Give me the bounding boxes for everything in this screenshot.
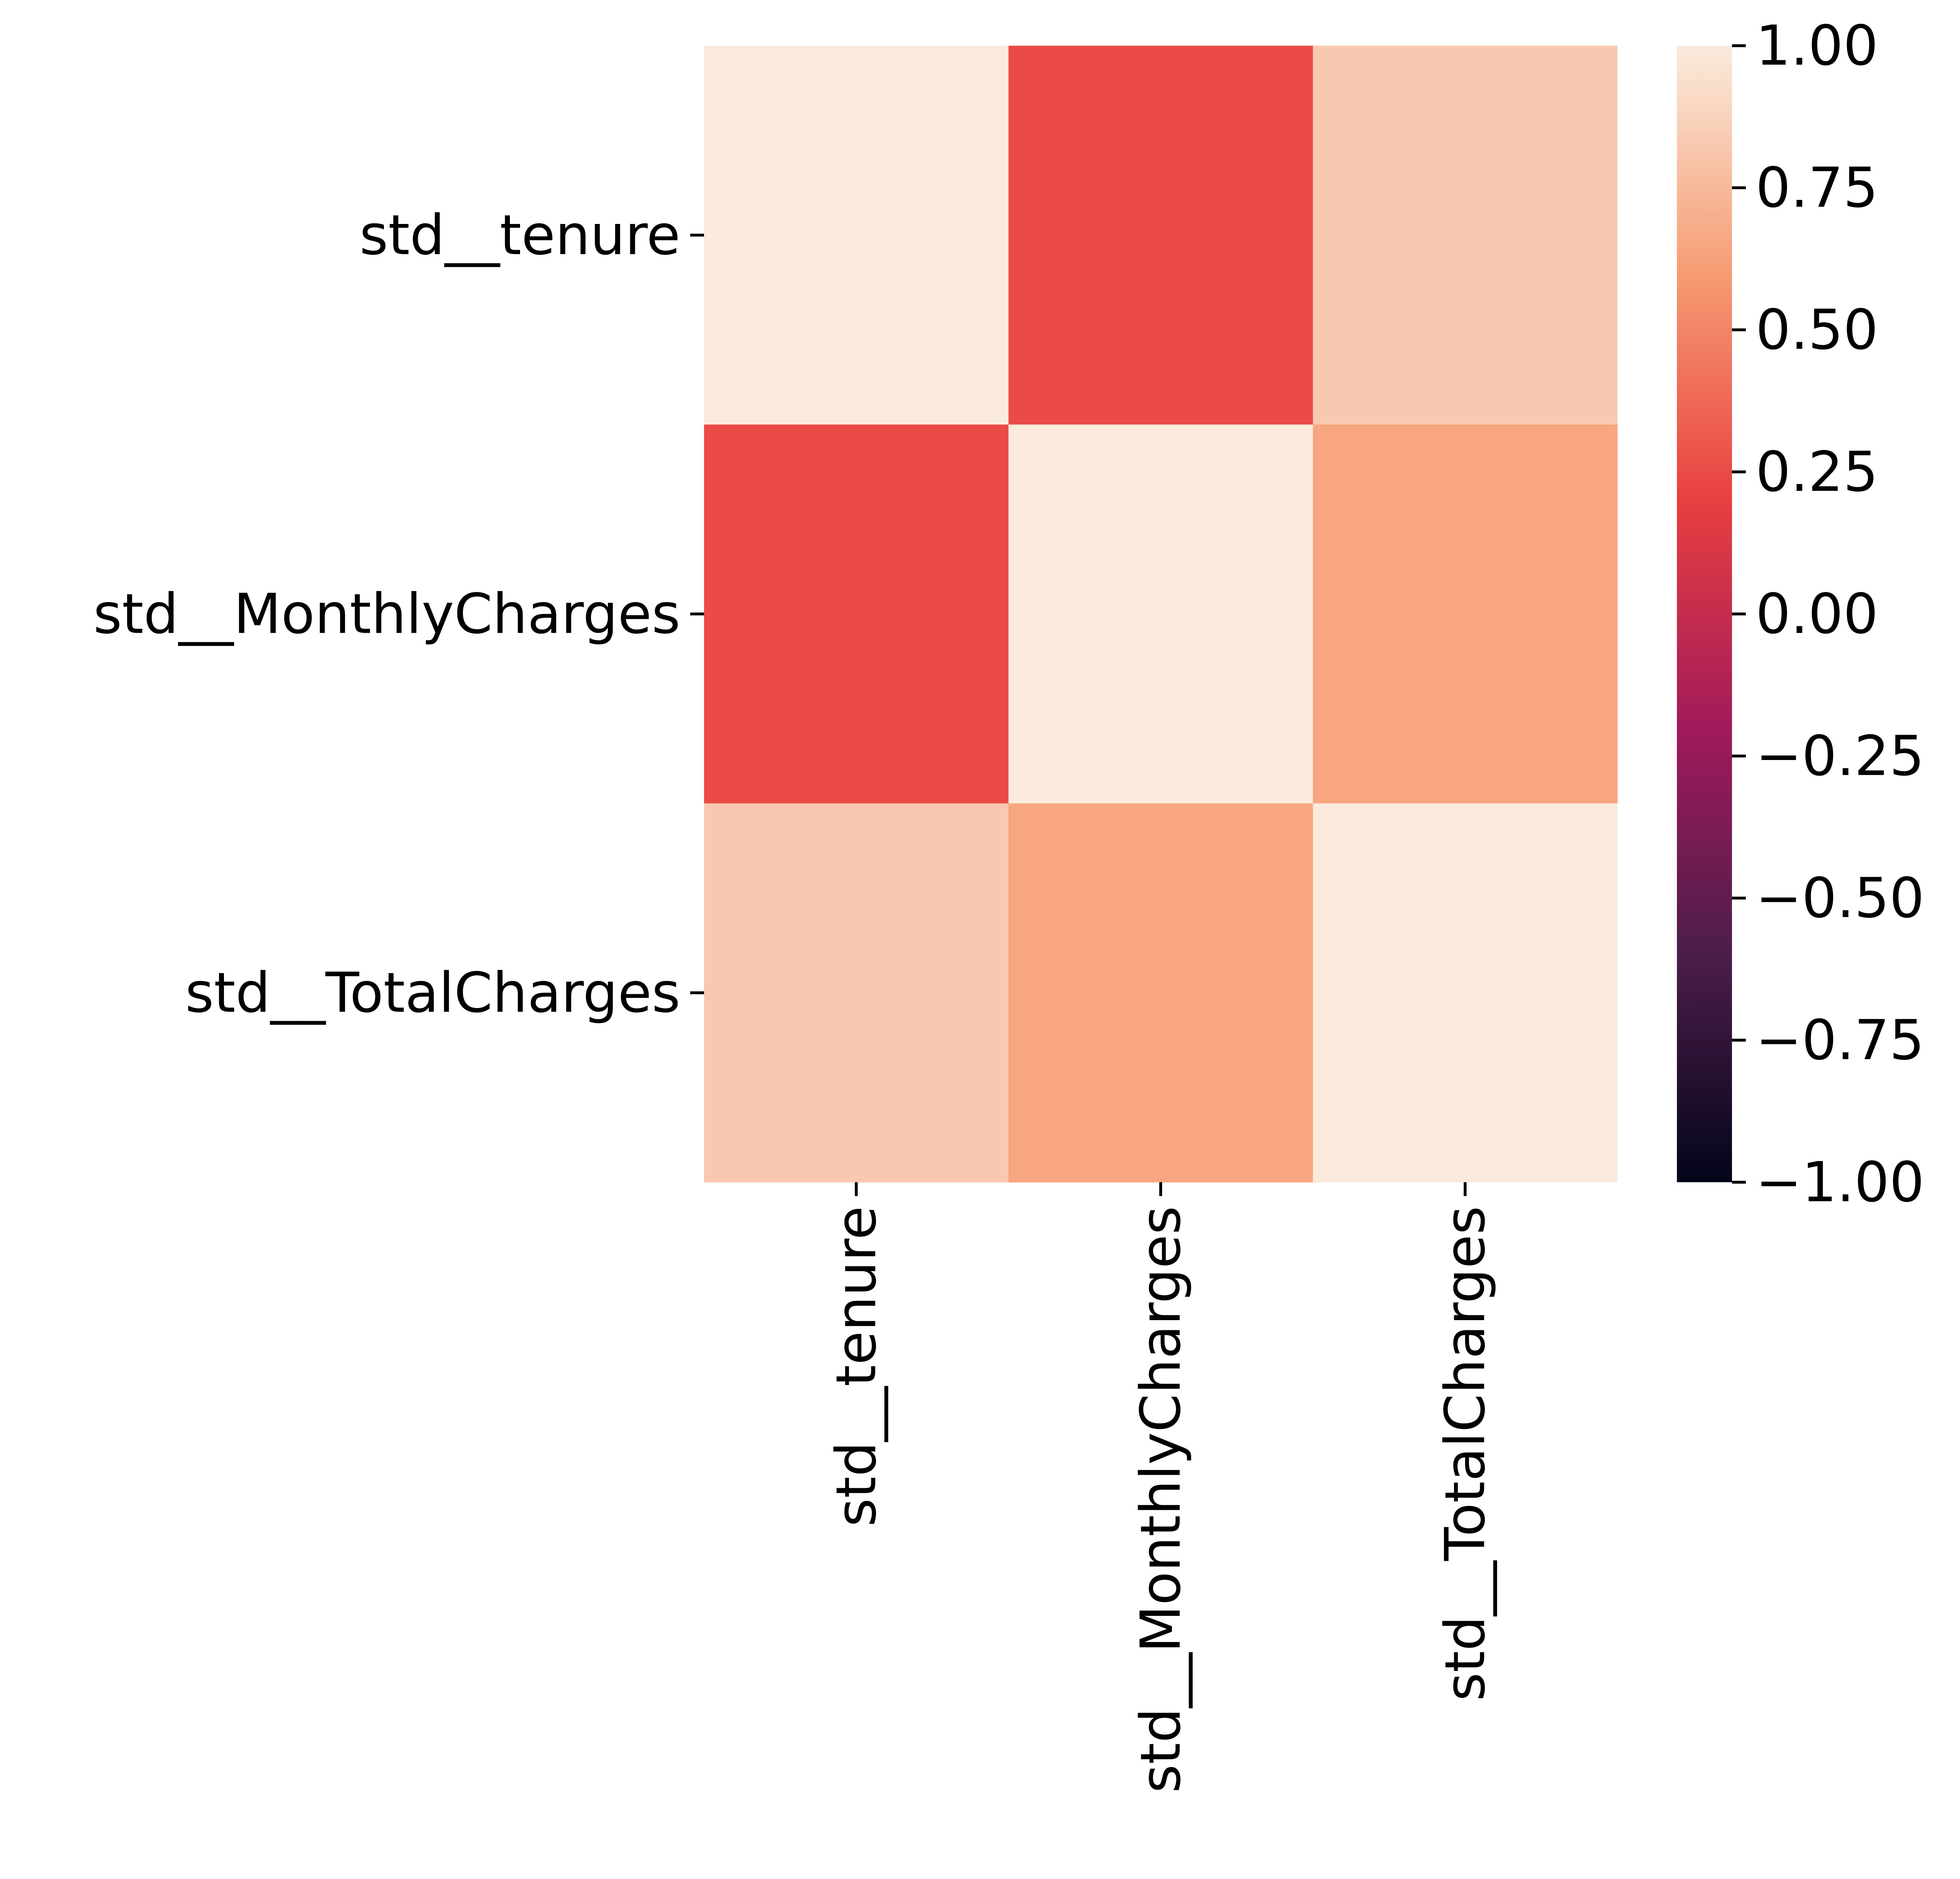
colorbar-tick-label: 0.75 bbox=[1756, 156, 1878, 220]
colorbar-tick-label: −1.00 bbox=[1756, 1150, 1925, 1214]
heatmap-cell-2-1 bbox=[1008, 803, 1313, 1183]
colorbar-gradient bbox=[1677, 46, 1732, 1182]
x-tick-label: std__TotalCharges bbox=[1433, 1206, 1497, 1701]
heatmap-cell-0-1 bbox=[1008, 46, 1313, 425]
y-tick-label: std__tenure bbox=[359, 203, 680, 267]
heatmap-cell-2-2 bbox=[1313, 803, 1618, 1183]
heatmap-cell-1-0 bbox=[704, 424, 1009, 804]
colorbar-tick-label: 1.00 bbox=[1756, 14, 1878, 78]
colorbar: 1.00 0.75 0.50 0.25 0.00 −0.25 −0.50 −0.75 −1.00 bbox=[1677, 14, 1925, 1214]
y-tick-label: std__TotalCharges bbox=[185, 961, 680, 1025]
y-tick-label: std__MonthlyCharges bbox=[93, 582, 680, 646]
colorbar-tick-label: 0.00 bbox=[1756, 582, 1878, 646]
colorbar-tick-label: −0.75 bbox=[1756, 1008, 1925, 1072]
x-axis: std__tenure std__MonthlyCharges std__Total… bbox=[824, 1182, 1497, 1793]
heatmap-cell-0-2 bbox=[1313, 46, 1618, 425]
colorbar-tick-label: −0.50 bbox=[1756, 866, 1925, 930]
y-axis: std__tenure std__MonthlyCharges std__Total… bbox=[93, 203, 704, 1025]
heatmap-cell-2-0 bbox=[704, 803, 1009, 1183]
colorbar-tick-label: 0.50 bbox=[1756, 298, 1878, 362]
colorbar-ticks: 1.00 0.75 0.50 0.25 0.00 −0.25 −0.50 −0.75 −1.00 bbox=[1732, 14, 1925, 1214]
heatmap-cell-1-2 bbox=[1313, 424, 1618, 804]
heatmap-cells bbox=[704, 46, 1618, 1183]
x-tick-label: std__MonthlyCharges bbox=[1129, 1206, 1193, 1793]
colorbar-tick-label: 0.25 bbox=[1756, 440, 1878, 504]
heatmap-cell-0-0 bbox=[704, 46, 1009, 425]
colorbar-tick-label: −0.25 bbox=[1756, 724, 1925, 788]
heatmap-cell-1-1 bbox=[1008, 424, 1313, 804]
x-tick-label: std__tenure bbox=[824, 1206, 888, 1527]
